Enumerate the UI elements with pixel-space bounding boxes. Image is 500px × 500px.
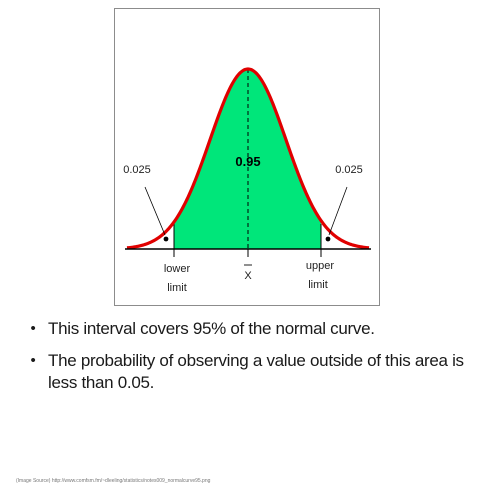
mean-label: X [244,270,252,282]
lower-limit-label-line2: limit [167,282,187,294]
bullet-list: • This interval covers 95% of the normal… [26,318,486,404]
bullet-text: This interval covers 95% of the normal c… [48,319,375,338]
left-tail-dot [163,236,169,242]
upper-limit-label-line1: upper [306,260,334,272]
image-source-note: (Image Source) http://www.comfsm.fm/~dle… [16,478,211,484]
bullet-marker: • [30,320,36,337]
upper-limit-label-line2: limit [308,279,328,291]
normal-curve-figure: 0.95 0.025 0.025 lower limit upper limit… [114,8,380,306]
central-area-fill [174,69,321,249]
bullet-item: • The probability of observing a value o… [26,350,486,394]
right-tail-dot [325,236,331,242]
normal-curve-line [126,67,370,250]
bullet-item: • This interval covers 95% of the normal… [26,318,486,340]
bullet-text: The probability of observing a value out… [48,351,464,392]
right-tail-pointer [328,186,348,236]
center-value-label: 0.95 [235,154,260,169]
normal-curve-diagram: 0.95 0.025 0.025 lower limit upper limit… [123,67,371,294]
lower-limit-label-line1: lower [164,263,191,275]
right-tail-label: 0.025 [335,164,363,176]
bullet-marker: • [30,352,36,369]
left-tail-pointer [144,186,166,236]
left-tail-label: 0.025 [123,164,151,176]
